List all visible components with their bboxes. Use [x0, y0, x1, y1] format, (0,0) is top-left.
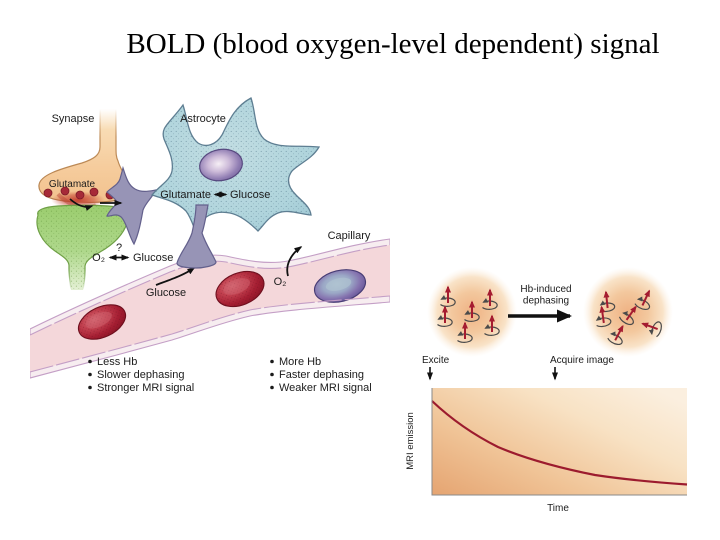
astrocyte-label: Astrocyte: [180, 113, 226, 125]
question-mark: ?: [116, 242, 122, 254]
excite-label: Excite: [422, 355, 450, 366]
decay-curve: [431, 400, 688, 486]
bullet-less-hb: Less Hb: [97, 356, 137, 368]
acquire-label: Acquire image: [550, 355, 614, 366]
glutamate-release-arrow-icon: [69, 198, 94, 211]
capillary: [30, 238, 390, 379]
synapse-label: Synapse: [52, 113, 95, 125]
mri-decay-plot: MRI emission Time: [405, 388, 688, 514]
astro-glucose-label: Glucose: [230, 189, 270, 201]
hb-dephasing-label-line1: Hb-induced: [520, 284, 571, 295]
plot-background: [432, 388, 687, 495]
o2-release-arrow-icon: [286, 246, 303, 277]
dephasing-figure: Hb-induced dephasing Excite Acquire imag…: [405, 267, 688, 514]
astrocyte-body: [151, 97, 320, 238]
red-blood-cell: [77, 304, 127, 340]
astro-exchange-row: Glutamate Glucose: [160, 189, 270, 201]
aligned-spins-blob: [427, 267, 517, 357]
bullet-stronger-signal: Stronger MRI signal: [97, 382, 194, 394]
energy-exchange-row: O₂ ? Glucose: [92, 242, 173, 264]
astro-glutamate-label: Glutamate: [160, 189, 211, 201]
dephased-spins-blob: [583, 267, 673, 357]
bullet-faster-dephasing: Faster dephasing: [279, 369, 364, 381]
capillary-label: Capillary: [328, 230, 371, 242]
time-axis-label: Time: [547, 503, 569, 514]
vesicle-glutamate-label: Glutamate: [49, 179, 96, 190]
astrocyte-endfoot: [176, 204, 217, 269]
deoxygenated-rbc: [313, 269, 367, 303]
vessel-glucose-label: Glucose: [146, 287, 186, 299]
bullet-list-oxygenated: Less Hb Slower dephasing Stronger MRI si…: [88, 356, 194, 394]
slide-title: BOLD (blood oxygen-level dependent) sign…: [126, 28, 660, 60]
o2-label: O₂: [92, 252, 105, 264]
vessel-o2-label: O₂: [274, 276, 287, 288]
hb-dephasing-label-line2: dephasing: [523, 296, 569, 307]
bullet-slower-dephasing: Slower dephasing: [97, 369, 184, 381]
glucose-uptake-arrow-icon: [155, 267, 196, 286]
bullet-weaker-signal: Weaker MRI signal: [279, 382, 372, 394]
mri-emission-axis-label: MRI emission: [405, 412, 416, 470]
bullet-more-hb: More Hb: [279, 356, 321, 368]
neurovascular-figure: Glucose O₂ Glutamate: [30, 97, 390, 394]
energy-glucose-label: Glucose: [133, 252, 173, 264]
capillary-lumen: [30, 245, 390, 372]
plot-axes: [431, 388, 687, 496]
red-blood-cell: [215, 270, 265, 308]
astrocyte-nucleus: [199, 148, 243, 182]
bullet-list-deoxygenated: More Hb Faster dephasing Weaker MRI sign…: [270, 356, 372, 394]
